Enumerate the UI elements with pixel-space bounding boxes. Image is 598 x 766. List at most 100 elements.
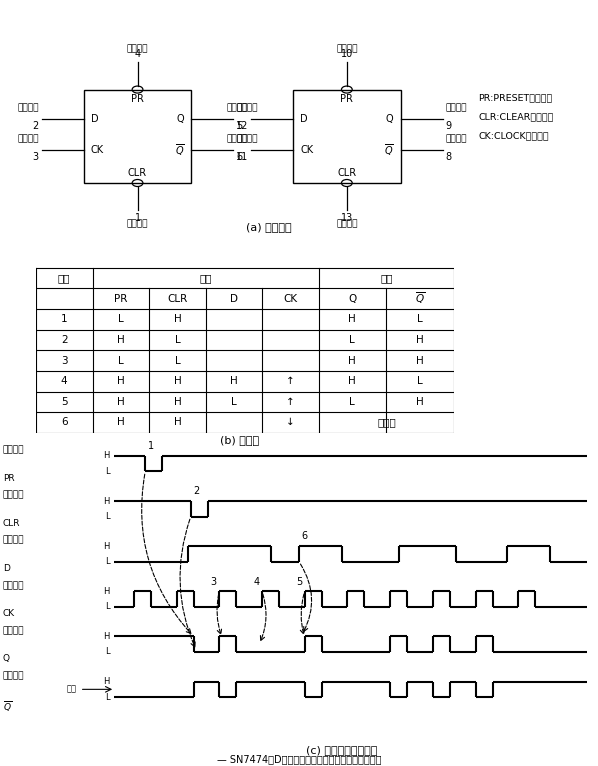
Text: 输入信号: 输入信号 — [17, 103, 39, 113]
Text: L: L — [231, 397, 237, 407]
Text: CK: CK — [3, 609, 15, 618]
Text: 清零信号: 清零信号 — [127, 219, 148, 228]
Text: CK:CLOCK（时钟）: CK:CLOCK（时钟） — [478, 132, 549, 141]
Text: CLR: CLR — [167, 293, 188, 303]
Text: 10: 10 — [341, 49, 353, 59]
Text: H: H — [349, 355, 356, 365]
Text: D: D — [300, 114, 308, 124]
Text: L: L — [105, 647, 109, 656]
Text: CK: CK — [91, 146, 104, 155]
Text: 输入信号: 输入信号 — [3, 535, 25, 545]
Text: 预置信号: 预置信号 — [336, 44, 358, 54]
Text: 输出信号: 输出信号 — [3, 626, 25, 635]
Text: H: H — [117, 417, 125, 427]
Text: (c) 信号的时序关系图: (c) 信号的时序关系图 — [306, 745, 377, 755]
Text: CK: CK — [283, 293, 298, 303]
Text: D: D — [91, 114, 99, 124]
Text: H: H — [173, 376, 181, 386]
Text: CLR:CLEAR（清零）: CLR:CLEAR（清零） — [478, 113, 554, 121]
Text: 不变化: 不变化 — [377, 417, 396, 427]
Text: 6: 6 — [61, 417, 68, 427]
Text: $\overline{Q}$: $\overline{Q}$ — [3, 699, 12, 714]
Text: 2: 2 — [61, 335, 68, 345]
Text: L: L — [105, 557, 109, 566]
Text: 3: 3 — [33, 152, 39, 162]
Text: 输入: 输入 — [200, 273, 212, 283]
Text: 5: 5 — [61, 397, 68, 407]
Text: H: H — [103, 451, 109, 460]
Text: D: D — [230, 293, 238, 303]
Text: 3: 3 — [210, 577, 216, 587]
Text: 8: 8 — [446, 152, 451, 162]
Text: H: H — [103, 677, 109, 686]
Text: Q: Q — [176, 114, 184, 124]
Text: H: H — [117, 397, 125, 407]
Text: H: H — [103, 632, 109, 641]
Text: 4: 4 — [61, 376, 68, 386]
Text: H: H — [230, 376, 238, 386]
Text: 输出: 输出 — [380, 273, 393, 283]
Text: H: H — [103, 542, 109, 551]
Text: 3: 3 — [61, 355, 68, 365]
Text: PR: PR — [3, 473, 14, 483]
Text: 输入信号: 输入信号 — [227, 103, 248, 113]
Text: 13: 13 — [341, 214, 353, 224]
Text: 1: 1 — [135, 214, 141, 224]
Bar — [84, 90, 191, 183]
Text: PR: PR — [114, 293, 127, 303]
Text: H: H — [117, 376, 125, 386]
Text: 6: 6 — [236, 152, 242, 162]
Text: H: H — [103, 496, 109, 506]
Text: H: H — [416, 355, 424, 365]
Text: 输出信号: 输出信号 — [446, 134, 467, 143]
Text: 1: 1 — [61, 314, 68, 324]
Text: 不明: 不明 — [67, 685, 77, 694]
Text: 9: 9 — [446, 121, 451, 132]
Text: L: L — [349, 335, 355, 345]
Text: 预置信号: 预置信号 — [3, 446, 25, 454]
Text: 清零信号: 清零信号 — [336, 219, 358, 228]
Text: H: H — [416, 397, 424, 407]
Text: 输出信号: 输出信号 — [236, 103, 258, 113]
Text: L: L — [417, 376, 423, 386]
Text: ↑: ↑ — [286, 397, 295, 407]
Text: 输出信号: 输出信号 — [236, 134, 258, 143]
Text: 5: 5 — [296, 577, 302, 587]
Text: Q: Q — [3, 654, 10, 663]
Text: 输出信号: 输出信号 — [3, 671, 25, 680]
Text: H: H — [173, 397, 181, 407]
Text: 6: 6 — [302, 531, 308, 541]
Text: CLR: CLR — [128, 169, 147, 178]
Text: L: L — [105, 512, 109, 521]
Text: $\overline{Q}$: $\overline{Q}$ — [384, 142, 393, 159]
Text: H: H — [173, 417, 181, 427]
Text: (b) 真值表: (b) 真值表 — [219, 435, 259, 445]
Text: — SN7474型D触发器的电路符号、真值表和信号波形: — SN7474型D触发器的电路符号、真值表和信号波形 — [216, 754, 382, 764]
Text: 时钟信号: 时钟信号 — [3, 581, 25, 590]
Text: Q: Q — [386, 114, 393, 124]
Text: Q: Q — [348, 293, 356, 303]
Text: 12: 12 — [236, 121, 248, 132]
Text: 时钟信号: 时钟信号 — [17, 134, 39, 143]
Text: L: L — [105, 692, 109, 702]
Text: ↓: ↓ — [286, 417, 295, 427]
Text: 引脚: 引脚 — [58, 273, 71, 283]
Text: 时钟信号: 时钟信号 — [227, 134, 248, 143]
Text: H: H — [416, 335, 424, 345]
Bar — [293, 90, 401, 183]
Text: H: H — [117, 335, 125, 345]
Text: L: L — [118, 314, 124, 324]
Text: $\overline{Q}$: $\overline{Q}$ — [415, 291, 425, 306]
Text: 4: 4 — [253, 577, 260, 587]
Text: PR: PR — [131, 94, 144, 104]
Text: ↑: ↑ — [286, 376, 295, 386]
Text: PR:PRESET（预置）: PR:PRESET（预置） — [478, 93, 553, 102]
Text: H: H — [103, 587, 109, 596]
Text: $\overline{Q}$: $\overline{Q}$ — [175, 142, 184, 159]
Text: L: L — [175, 335, 181, 345]
Text: L: L — [118, 355, 124, 365]
Text: 预置信号: 预置信号 — [127, 44, 148, 54]
Text: 11: 11 — [236, 152, 248, 162]
Text: PR: PR — [340, 94, 353, 104]
Text: L: L — [175, 355, 181, 365]
